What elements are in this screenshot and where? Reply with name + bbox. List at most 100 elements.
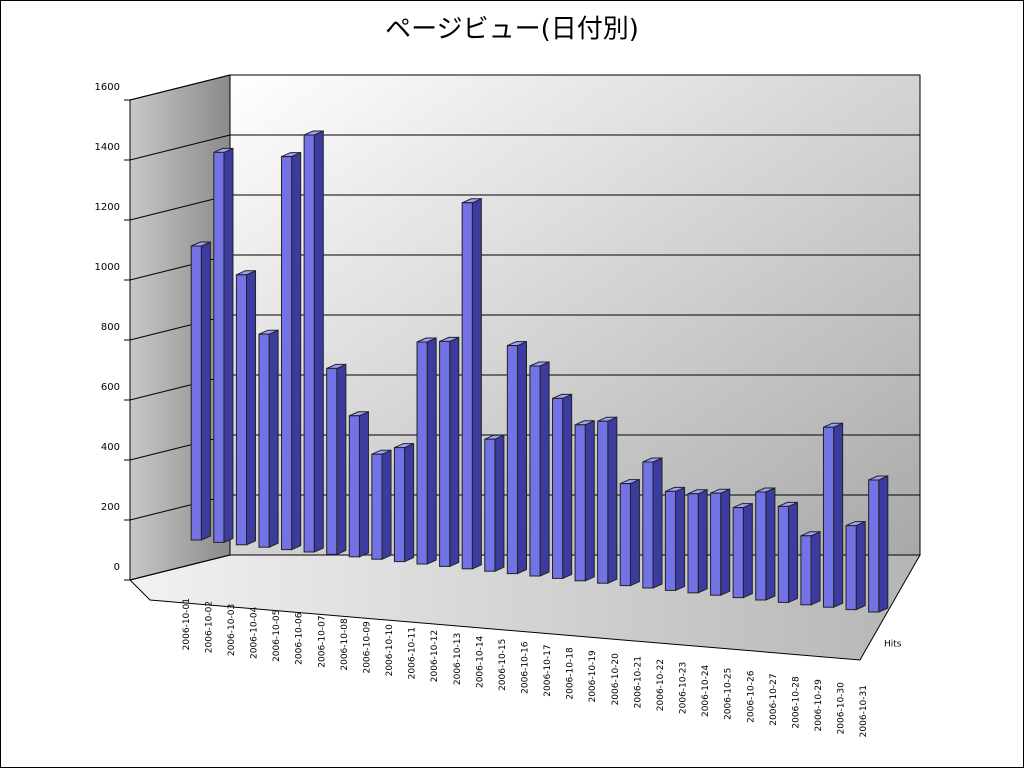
bar-side: [787, 501, 798, 604]
bar: [348, 415, 360, 558]
bar: [800, 535, 812, 606]
x-tick-label: 2006-10-25: [724, 668, 734, 720]
x-tick-label: 2006-10-05: [272, 610, 282, 662]
x-tick-label: 2006-10-03: [227, 604, 237, 656]
x-tick-label: 2006-10-12: [430, 630, 440, 682]
bar-side: [246, 270, 257, 546]
x-tick-label: 2006-10-14: [475, 635, 485, 688]
y-tick-label: 0: [114, 562, 120, 573]
x-tick-label: 2006-10-24: [701, 664, 711, 717]
bar: [461, 202, 473, 570]
x-tick-label: 2006-10-11: [408, 627, 418, 679]
bar-side: [607, 416, 618, 584]
x-tick-label: 2006-10-10: [385, 624, 395, 677]
bar: [371, 453, 383, 560]
bar: [664, 490, 677, 591]
y-tick-label: 200: [101, 502, 120, 513]
y-tick-label: 1000: [95, 262, 120, 273]
x-tick-label: 2006-10-30: [837, 682, 847, 735]
grid-line: [129, 74, 920, 101]
bar-side: [562, 393, 573, 580]
x-tick-label: 2006-10-18: [566, 647, 576, 700]
x-tick-label: 2006-10-29: [814, 679, 824, 732]
bar: [235, 274, 248, 546]
x-tick-label: 2006-10-19: [588, 650, 598, 703]
bar: [416, 341, 428, 565]
bar-side: [223, 147, 234, 544]
bar: [642, 461, 654, 589]
bar-side: [268, 329, 279, 548]
bar-side: [381, 449, 392, 560]
x-tick-label: 2006-10-26: [746, 670, 756, 723]
bar-side: [742, 502, 753, 599]
x-tick-label: 2006-10-28: [791, 676, 801, 729]
x-tick-label: 2006-10-31: [859, 685, 869, 737]
chart-title: ページビュー(日付別): [385, 15, 639, 45]
plot: 0 200 400 600 800 1000 1200 1400 1600 2006-10-01 2…: [95, 74, 920, 737]
bar: [190, 245, 202, 541]
x-tick-label: 2006-10-04: [250, 606, 260, 659]
bar-side: [720, 488, 731, 596]
bar: [845, 525, 857, 611]
bar-side: [336, 363, 347, 556]
bar: [710, 492, 722, 596]
bar-side: [291, 151, 302, 551]
x-tick-label: 2006-10-22: [656, 659, 666, 711]
x-tick-label: 2006-10-07: [317, 615, 327, 667]
bar: [213, 151, 225, 543]
bar: [868, 479, 880, 613]
y-tick-label: 400: [101, 442, 120, 453]
y-tick-label: 1600: [95, 82, 120, 93]
bar: [258, 333, 270, 548]
x-tick-label: 2006-10-17: [543, 644, 553, 696]
bar-side: [404, 442, 415, 563]
y-tick-label: 1200: [95, 202, 120, 213]
bar: [393, 447, 406, 563]
bar-side: [200, 241, 211, 541]
bar: [281, 156, 293, 551]
y-tick-label: 800: [101, 322, 120, 333]
x-tick-label: 2006-10-20: [611, 653, 621, 706]
x-tick-label: 2006-10-16: [521, 641, 531, 694]
bar-side: [855, 520, 866, 611]
bar-side: [878, 475, 889, 613]
x-tick-label: 2006-10-06: [295, 612, 305, 665]
bar-side: [539, 361, 550, 577]
bar-side: [426, 337, 437, 565]
x-tick-label: 2006-10-21: [633, 656, 643, 708]
x-tick-label: 2006-10-13: [453, 633, 463, 685]
bar-side: [494, 434, 505, 572]
bar-side: [629, 478, 640, 587]
bar: [326, 367, 338, 555]
bar: [484, 438, 496, 572]
bar: [822, 426, 835, 608]
bar-side: [697, 489, 708, 594]
x-tick-label: 2006-10-15: [498, 639, 508, 691]
x-tick-label: 2006-10-09: [362, 621, 372, 674]
x-tick-label: 2006-10-08: [340, 618, 350, 671]
bar: [529, 365, 541, 577]
bar-side: [675, 486, 686, 592]
y-tick-label: 1400: [95, 142, 120, 153]
bar-side: [833, 422, 844, 608]
bar-side: [652, 457, 663, 589]
bar: [777, 505, 789, 603]
x-tick-label: 2006-10-27: [769, 673, 779, 725]
bar: [552, 397, 564, 579]
x-tick-label: 2006-10-23: [679, 662, 689, 714]
bar: [755, 491, 767, 601]
bar: [732, 507, 744, 599]
bar-side: [313, 130, 324, 553]
bar-side: [584, 420, 595, 582]
bar-side: [517, 340, 527, 575]
bar-side: [471, 198, 482, 570]
bar: [597, 420, 609, 584]
x-tick-label: 2006-10-01: [182, 598, 192, 650]
bar-side: [765, 487, 776, 601]
grid-line: [129, 134, 920, 161]
series-label: Hits: [884, 640, 902, 650]
bar: [506, 345, 519, 575]
bar-side: [810, 531, 821, 606]
bar: [687, 493, 699, 594]
